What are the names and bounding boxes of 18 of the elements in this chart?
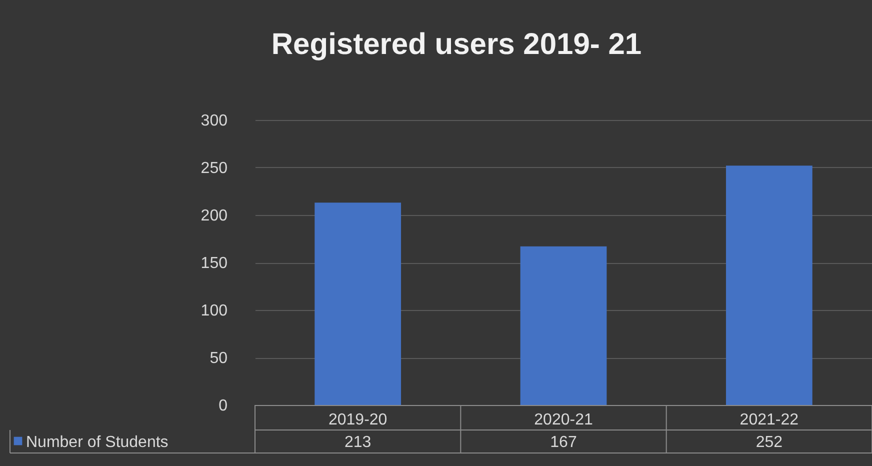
legend-label: Number of Students [26,434,168,451]
data-label: 213 [344,434,372,451]
bar [726,166,812,405]
x-tick-label: 2019-20 [328,412,388,428]
y-tick-label: 0 [218,398,228,414]
y-tick-label: 100 [200,302,228,320]
y-tick-label: 300 [200,112,228,130]
x-tick-label: 2021-22 [740,412,799,428]
chart-title: Registered users 2019- 21 [271,28,642,61]
bar [520,246,607,405]
bar [314,202,402,405]
data-label: 167 [550,434,577,451]
y-tick-label: 250 [200,160,228,177]
y-tick-label: 200 [200,208,228,224]
x-tick-label: 2020-21 [534,412,593,428]
y-tick-label: 50 [210,350,228,367]
data-label: 252 [756,434,783,451]
y-tick-label: 150 [200,255,228,272]
